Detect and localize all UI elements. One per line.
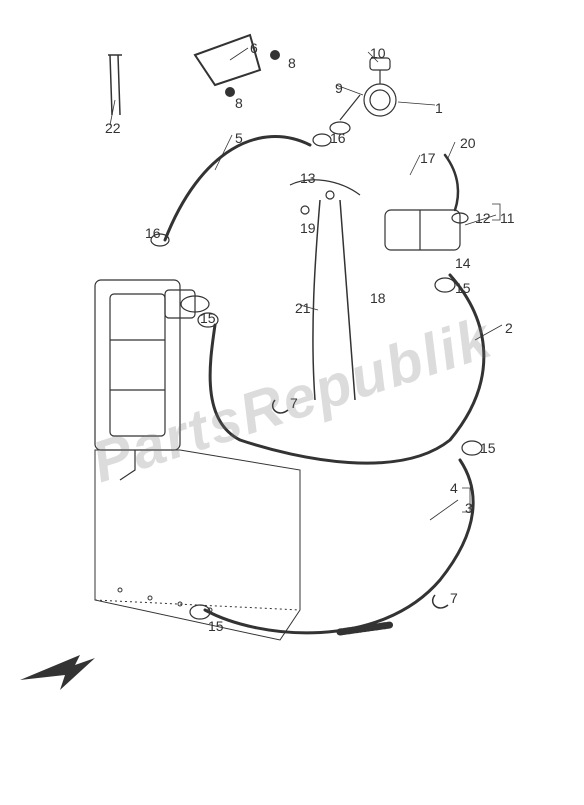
callout: 1 [435, 100, 443, 116]
callout: 22 [105, 120, 121, 136]
callout: 7 [450, 590, 458, 606]
callout: 14 [455, 255, 471, 271]
callout: 21 [295, 300, 311, 316]
callout: 5 [235, 130, 243, 146]
callout: 7 [290, 395, 298, 411]
callout: 16 [145, 225, 161, 241]
parts-diagram: 1 2 3 4 5 6 7 7 8 8 9 10 11 12 13 14 15 … [0, 0, 584, 800]
callout: 3 [465, 500, 473, 516]
callout: 11 [500, 210, 515, 226]
callout: 18 [370, 290, 386, 306]
callout: 6 [250, 40, 258, 56]
callout: 16 [330, 130, 346, 146]
callout: 9 [335, 80, 343, 96]
callout: 17 [420, 150, 436, 166]
callout: 8 [235, 95, 243, 111]
callout: 15 [200, 310, 216, 326]
callout: 19 [300, 220, 316, 236]
callout: 4 [450, 480, 458, 496]
callout: 10 [370, 45, 386, 61]
callout: 8 [288, 55, 296, 71]
callout: 2 [505, 320, 513, 336]
callout: 12 [475, 210, 491, 226]
callout: 15 [455, 280, 471, 296]
callout: 15 [208, 618, 224, 634]
callout: 20 [460, 135, 476, 151]
callout: 13 [300, 170, 316, 186]
callout: 15 [480, 440, 496, 456]
